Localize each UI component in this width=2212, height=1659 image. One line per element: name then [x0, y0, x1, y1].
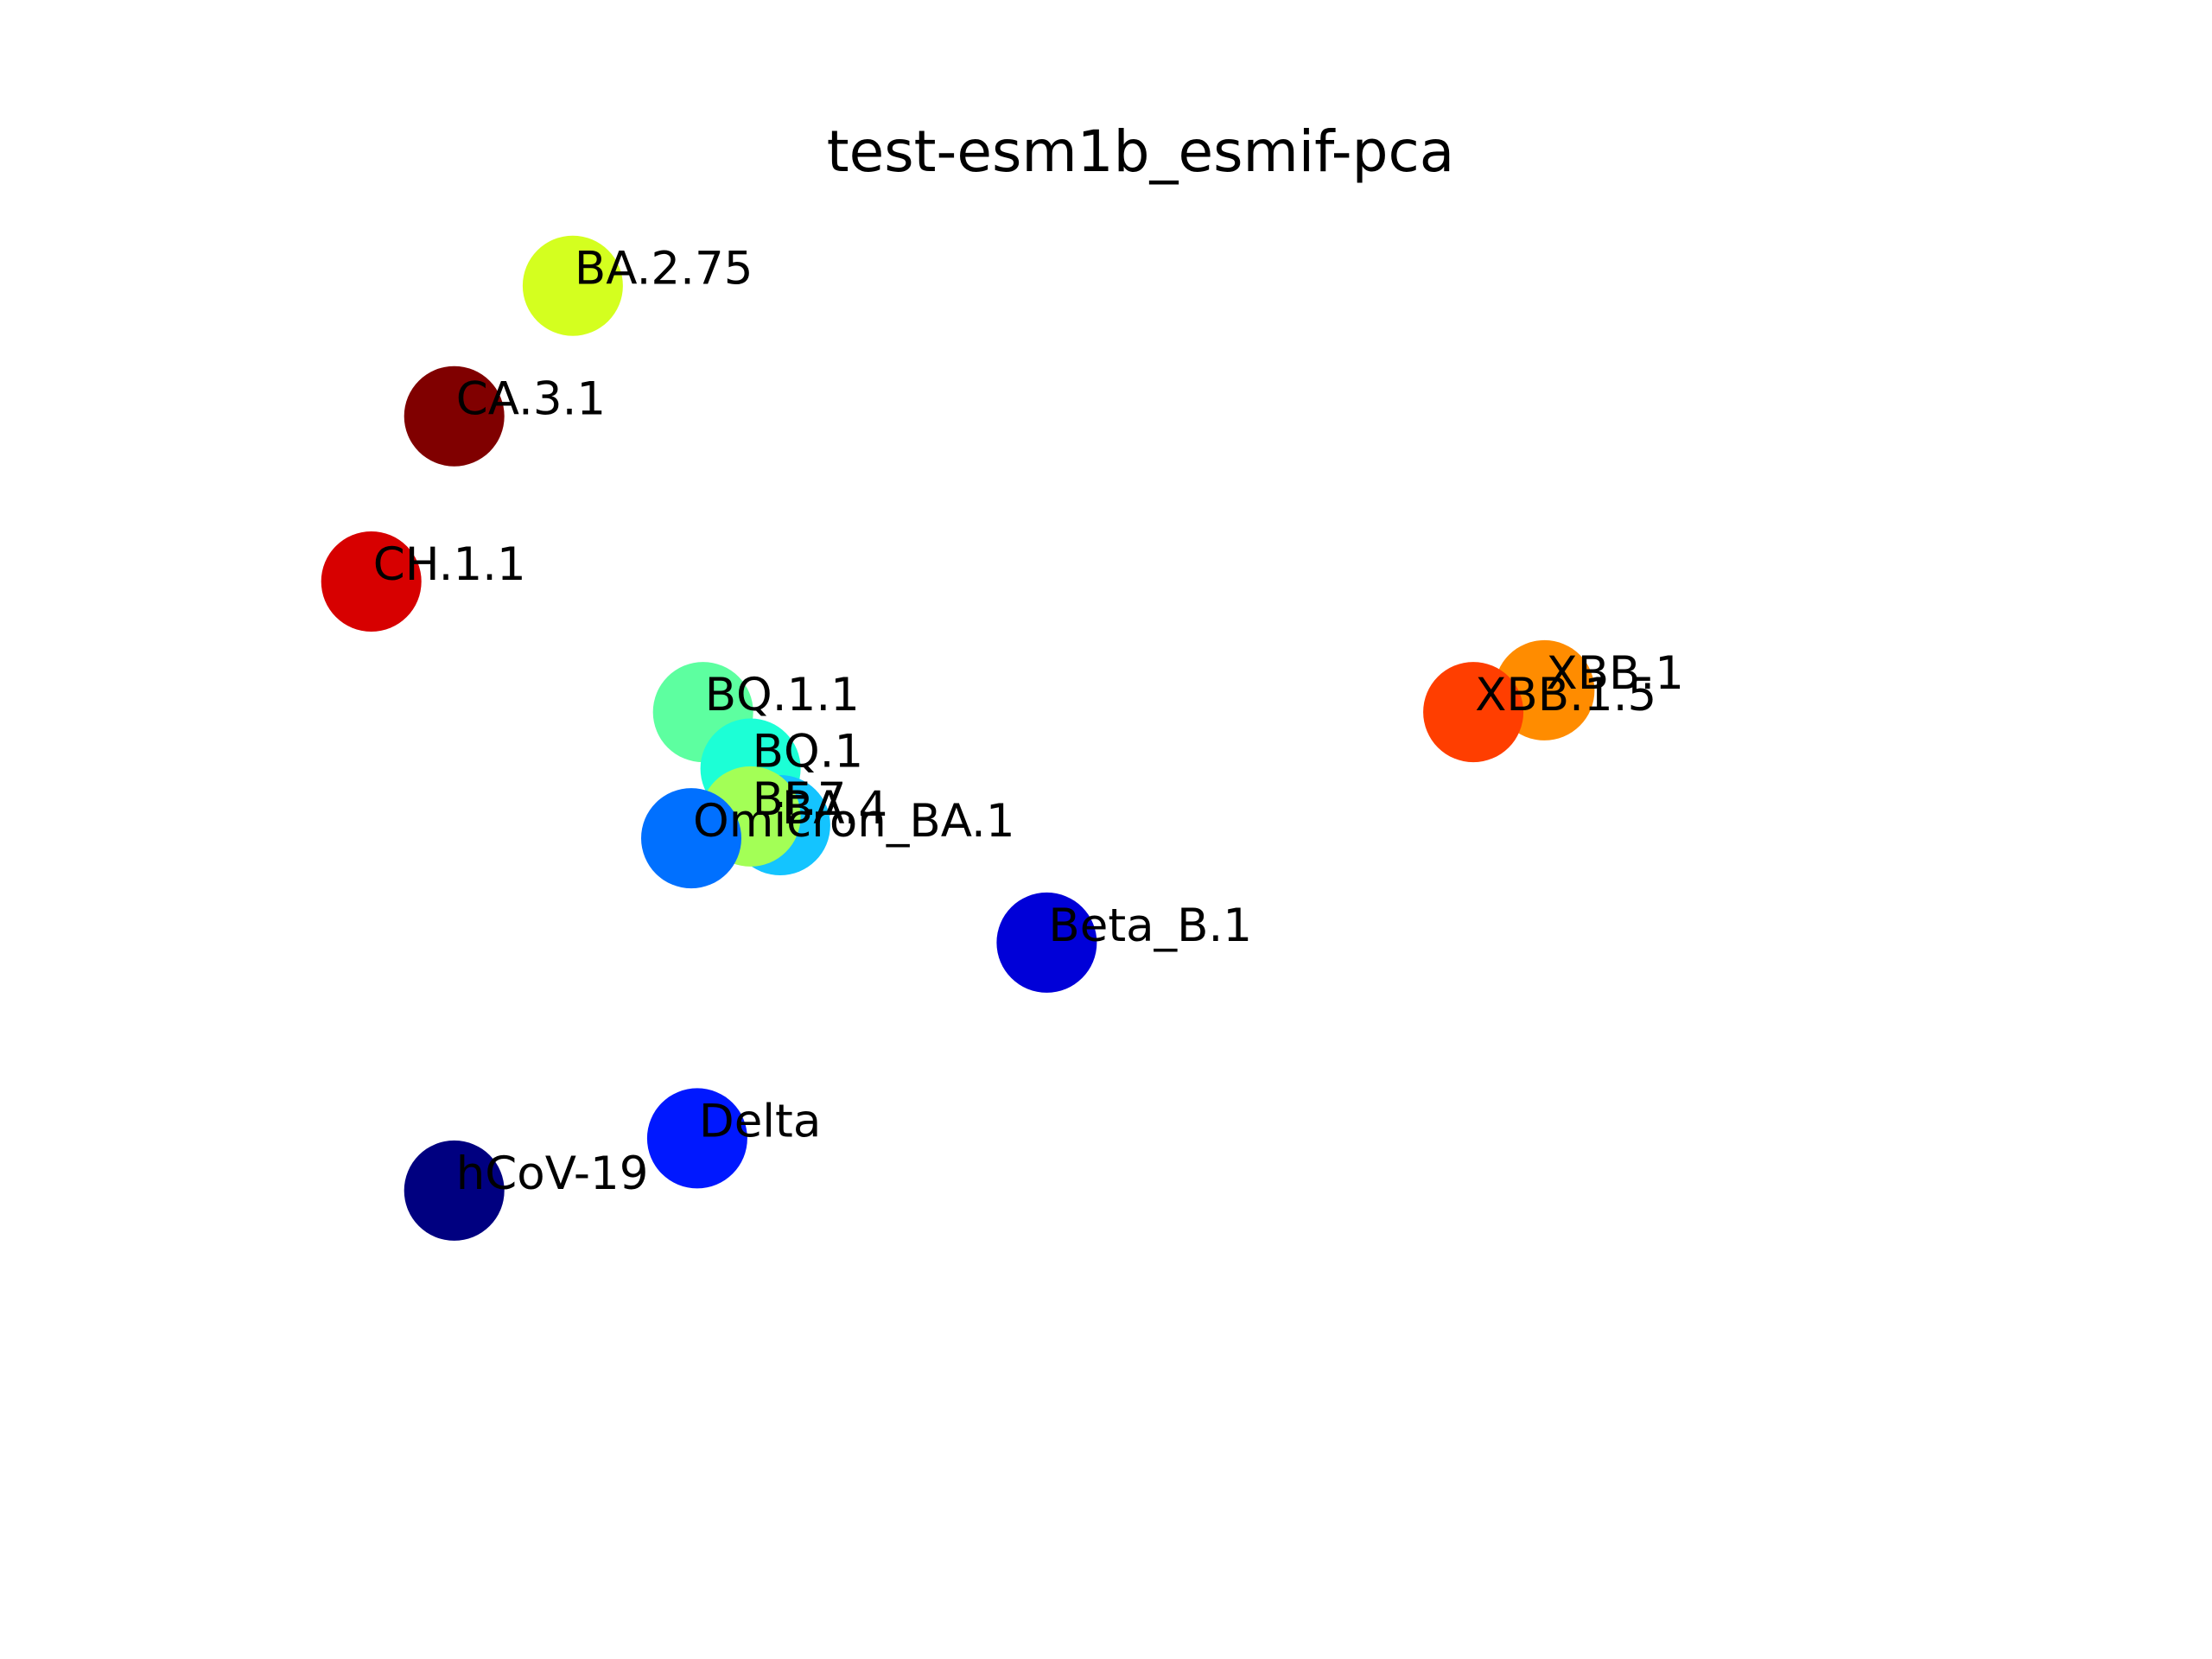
point-label-ch-1-1: CH.1.1: [373, 538, 526, 591]
point-label-xbb-1: XBB.1: [1546, 647, 1684, 700]
point-ba-2-75: [522, 235, 623, 336]
point-omicron-ba-1: [641, 788, 741, 889]
point-label-delta: Delta: [699, 1095, 821, 1147]
point-xbb-1-5: [1423, 662, 1524, 763]
point-label-ba-4: BA.4: [782, 782, 887, 835]
scatter-marks: [321, 235, 1595, 1241]
point-label-xbb-1-5: XBB.1.5: [1475, 669, 1656, 721]
point-delta: [646, 1088, 747, 1189]
point-label-ca-3-1: CA.3.1: [456, 373, 606, 426]
chart-title: test-esm1b_esmif-pca: [827, 118, 1454, 185]
point-hcov-19: [404, 1140, 505, 1241]
point-label-ba-2-75: BA.2.75: [575, 243, 753, 296]
point-label-beta-b-1: Beta_B.1: [1048, 899, 1252, 952]
point-ca-3-1: [404, 365, 505, 467]
point-label-omicron-ba-1: Omicron_BA.1: [693, 795, 1015, 848]
point-label-hcov-19: hCoV-19: [456, 1147, 649, 1200]
point-label-bf-7: BF.7: [753, 773, 847, 826]
point-label-bq-1: BQ.1: [753, 726, 864, 779]
point-beta-b-1: [996, 892, 1097, 993]
scatter-labels: BA.2.75 CA.3.1 CH.1.1 BQ.1.1BQ.1BA.4BF.7Omi…: [373, 243, 1684, 1200]
point-label-bq-1-1: BQ.1.1: [705, 669, 860, 721]
point-ch-1-1: [321, 531, 422, 632]
